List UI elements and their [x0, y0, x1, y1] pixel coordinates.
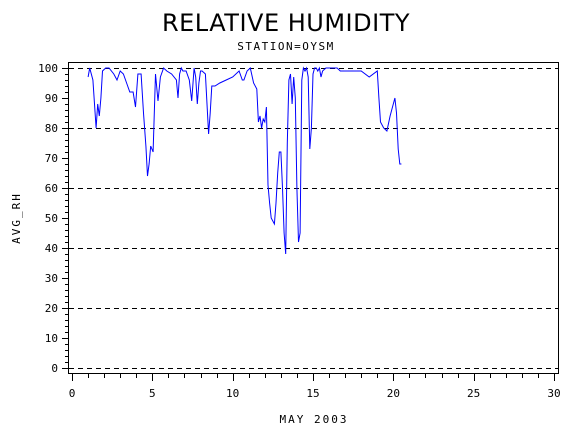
y-axis: 0 10 20 30 40 50 60 70 80 90 100: [38, 62, 68, 375]
chart-subtitle: STATION=OYSM: [237, 40, 334, 53]
y-tick-label: 20: [45, 302, 58, 315]
x-tick-label: 10: [226, 387, 239, 400]
y-tick-label: 60: [45, 182, 58, 195]
y-tick-label: 50: [45, 212, 58, 225]
x-axis-label: MAY 2003: [280, 413, 349, 426]
y-tick-label: 10: [45, 332, 58, 345]
x-tick-label: 15: [306, 387, 319, 400]
chart-title: RELATIVE HUMIDITY: [162, 9, 410, 37]
y-tick-label: 0: [51, 362, 58, 375]
y-tick-label: 100: [38, 62, 58, 75]
y-tick-label: 30: [45, 272, 58, 285]
series-layer: [87, 66, 402, 255]
series-line-0: [87, 66, 402, 255]
plot-frame: [68, 62, 559, 374]
x-tick-label: 5: [149, 387, 156, 400]
y-tick-label: 70: [45, 152, 58, 165]
y-axis-label: AVG_RH: [10, 192, 23, 244]
x-axis: 0 5 10 15 20 25 30: [69, 374, 561, 400]
x-tick-label: 20: [387, 387, 400, 400]
x-tick-label: 30: [547, 387, 560, 400]
y-tick-label: 90: [45, 92, 58, 105]
grid-lines: [69, 68, 558, 369]
y-tick-label: 40: [45, 242, 58, 255]
x-tick-label: 0: [69, 387, 76, 400]
y-tick-label: 80: [45, 122, 58, 135]
x-tick-label: 25: [467, 387, 480, 400]
